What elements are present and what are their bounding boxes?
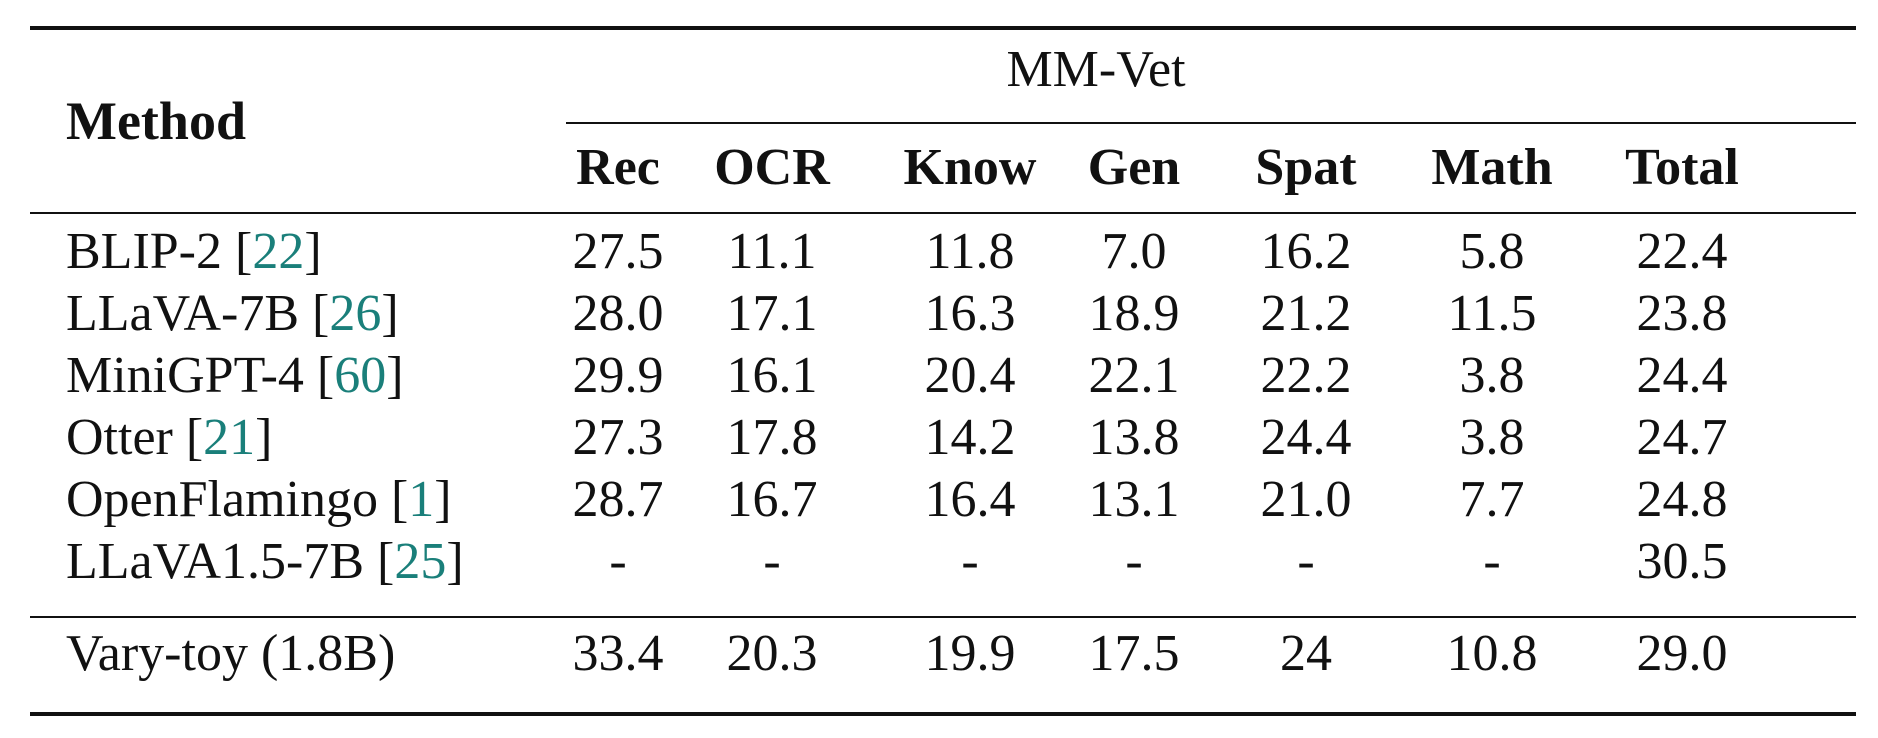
cell-value: - <box>1483 533 1501 590</box>
column-header-ocr: OCR <box>714 139 830 196</box>
citation-ref: 1 <box>408 471 435 528</box>
cell-value: 24.4 <box>1260 409 1352 466</box>
cell-value: 20.4 <box>924 347 1016 404</box>
cell-value: - <box>763 533 781 590</box>
cell-value: 24.7 <box>1636 409 1728 466</box>
group-underline <box>566 122 1856 124</box>
citation-ref: 25 <box>394 533 447 590</box>
cell-value: 3.8 <box>1459 347 1525 404</box>
cell-value: 11.1 <box>727 223 817 280</box>
cell-value: 24.4 <box>1636 347 1728 404</box>
method-name: LLaVA1.5-7B [25] <box>66 536 464 588</box>
cell-value: 14.2 <box>924 409 1016 466</box>
cell-value: 3.8 <box>1459 409 1525 466</box>
cell-value: - <box>609 533 627 590</box>
cell-value: 16.1 <box>726 347 818 404</box>
cell-value: 17.1 <box>726 285 818 342</box>
cell-value: 24 <box>1280 625 1332 682</box>
cell-value: 27.5 <box>572 223 664 280</box>
cell-value: 7.7 <box>1459 471 1525 528</box>
bottom-rule <box>30 712 1856 716</box>
cell-value: 7.0 <box>1101 223 1167 280</box>
cell-value: 29.0 <box>1636 625 1728 682</box>
method-header: Method <box>66 91 246 151</box>
column-header-know: Know <box>903 139 1037 196</box>
cell-value: 20.3 <box>726 625 818 682</box>
citation-close: ] <box>255 409 273 466</box>
column-header-total: Total <box>1625 139 1739 196</box>
cell-value: 16.3 <box>924 285 1016 342</box>
cell-value: 29.9 <box>572 347 664 404</box>
citation-close: ] <box>386 347 404 404</box>
cell-value: 11.5 <box>1447 285 1537 342</box>
cell-value: 13.8 <box>1088 409 1180 466</box>
cell-value: 22.2 <box>1260 347 1352 404</box>
method-label: BLIP-2 [ <box>66 223 253 280</box>
citation-ref: 60 <box>334 347 387 404</box>
cell-value: 23.8 <box>1636 285 1728 342</box>
method-name: MiniGPT-4 [60] <box>66 350 404 402</box>
method-name: OpenFlamingo [1] <box>66 474 452 526</box>
cell-value: 24.8 <box>1636 471 1728 528</box>
citation-close: ] <box>381 285 399 342</box>
cell-value: 28.7 <box>572 471 664 528</box>
cell-value: - <box>1297 533 1315 590</box>
cell-value: 16.2 <box>1260 223 1352 280</box>
cell-value: 28.0 <box>572 285 664 342</box>
cell-value: 21.2 <box>1260 285 1352 342</box>
method-label: Otter [ <box>66 409 204 466</box>
column-header-gen: Gen <box>1087 139 1181 196</box>
method-label: OpenFlamingo [ <box>66 471 409 528</box>
top-rule <box>30 26 1856 30</box>
citation-close: ] <box>446 533 464 590</box>
column-header-math: Math <box>1431 139 1553 196</box>
cell-value: 17.8 <box>726 409 818 466</box>
column-header-rec: Rec <box>576 139 660 196</box>
cell-value: - <box>961 533 979 590</box>
cell-value: 21.0 <box>1260 471 1352 528</box>
cell-value: 33.4 <box>572 625 664 682</box>
cell-value: 30.5 <box>1636 533 1728 590</box>
cell-value: - <box>1125 533 1143 590</box>
cell-value: 16.7 <box>726 471 818 528</box>
citation-close: ] <box>304 223 322 280</box>
header-rule <box>30 212 1856 214</box>
cell-value: 13.1 <box>1088 471 1180 528</box>
method-name: BLIP-2 [22] <box>66 226 322 278</box>
cell-value: 10.8 <box>1446 625 1538 682</box>
method-label: MiniGPT-4 [ <box>66 347 335 404</box>
mid-rule <box>30 616 1856 618</box>
citation-ref: 26 <box>329 285 382 342</box>
method-name: Vary-toy (1.8B) <box>66 625 396 682</box>
cell-value: 22.4 <box>1636 223 1728 280</box>
citation-close: ] <box>434 471 452 528</box>
mm-vet-group-header: MM-Vet <box>1006 41 1186 98</box>
citation-ref: 22 <box>252 223 305 280</box>
cell-value: 19.9 <box>924 625 1016 682</box>
column-header-spat: Spat <box>1255 139 1357 196</box>
cell-value: 27.3 <box>572 409 664 466</box>
method-name: LLaVA-7B [26] <box>66 288 399 340</box>
results-table: Method MM-Vet Rec OCR Know Gen Spat Math Total… <box>30 26 1856 716</box>
cell-value: 22.1 <box>1088 347 1180 404</box>
cell-value: 11.8 <box>925 223 1015 280</box>
cell-value: 5.8 <box>1459 223 1525 280</box>
cell-value: 16.4 <box>924 471 1016 528</box>
method-label: LLaVA-7B [ <box>66 285 330 342</box>
cell-value: 18.9 <box>1088 285 1180 342</box>
method-name: Otter [21] <box>66 412 273 464</box>
method-label: LLaVA1.5-7B [ <box>66 533 395 590</box>
citation-ref: 21 <box>203 409 256 466</box>
cell-value: 17.5 <box>1088 625 1180 682</box>
